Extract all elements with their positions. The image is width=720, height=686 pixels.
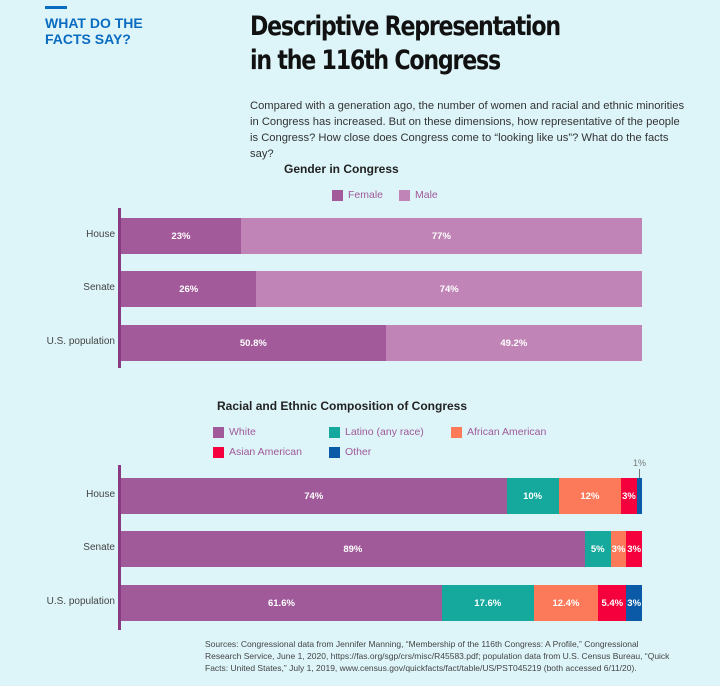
bar-segment: 3% (626, 585, 642, 621)
data-label: 3% (627, 597, 642, 609)
bar-segment: 89% (121, 531, 585, 567)
legend-label: Other (345, 446, 372, 458)
legend-swatch (451, 426, 462, 438)
legend-label: African American (467, 426, 547, 438)
data-label: 5% (590, 543, 605, 555)
data-label: 74% (304, 490, 324, 502)
bar-segment: 23% (121, 218, 241, 254)
legend-item: Female (332, 189, 383, 201)
category-label: House (86, 489, 115, 500)
bar-segment: 49.2% (385, 325, 642, 361)
kicker-rule (45, 6, 67, 9)
y-axis-line (118, 208, 121, 368)
data-label: 61.6% (267, 597, 295, 609)
legend-label: White (229, 426, 256, 438)
bar-segment: 17.6% (441, 585, 534, 621)
legend-swatch (213, 426, 224, 438)
data-label: 12% (580, 490, 600, 502)
data-label: 74% (439, 283, 459, 295)
category-label: Senate (83, 282, 115, 293)
data-label: 12.4% (552, 597, 580, 609)
bar-segment: 50.8% (121, 325, 386, 361)
title-line-1: Descriptive Representation (250, 11, 561, 42)
legend-swatch (213, 446, 224, 458)
page-title: Descriptive Representation in the 116th … (250, 10, 561, 78)
data-label: 49.2% (500, 337, 528, 349)
gender-chart-title: Gender in Congress (284, 162, 399, 176)
bar-segment: 5.4% (598, 585, 627, 621)
category-label: U.S. population (46, 596, 115, 607)
intro-text: Compared with a generation ago, the numb… (250, 100, 685, 160)
annotation-leader (639, 469, 640, 478)
legend-label: Male (415, 189, 438, 201)
legend-item: African American (451, 426, 546, 438)
data-label: 3% (622, 490, 636, 502)
legend-label: Female (348, 189, 384, 201)
kicker: WHAT DO THE FACTS SAY? (45, 15, 143, 47)
data-label: 5.4% (601, 597, 624, 609)
bar-segment: 3% (626, 531, 642, 567)
data-label: 17.6% (474, 597, 502, 609)
bar-segment: 12.4% (533, 585, 599, 621)
title-line-2: in the 116th Congress (250, 45, 501, 76)
legend-swatch (329, 426, 340, 438)
bar-segment: 61.6% (121, 585, 442, 621)
legend-swatch (399, 189, 410, 201)
legend-item: Asian American (213, 446, 302, 458)
legend-swatch (329, 446, 340, 458)
bar-segment: 74% (256, 271, 642, 307)
legend-item: Male (399, 189, 438, 201)
race-chart-title: Racial and Ethnic Composition of Congres… (217, 399, 468, 413)
data-label: 50.8% (239, 337, 267, 349)
legend-label: Latino (any race) (345, 426, 424, 438)
bar-segment: 26% (121, 271, 257, 307)
y-axis-line (118, 465, 121, 630)
legend-label: Asian American (229, 446, 302, 458)
legend-swatch (332, 189, 343, 201)
sources: Sources: Congressional data from Jennife… (205, 639, 670, 673)
bar-segment: 12% (558, 478, 622, 514)
data-label: 10% (523, 490, 543, 502)
annotation-label: 1% (633, 458, 647, 468)
legend-item: White (213, 426, 256, 438)
legend-item: Latino (any race) (329, 426, 424, 438)
bar-segment: 77% (240, 218, 642, 254)
bar-segment: 5% (584, 531, 611, 567)
data-label: 26% (179, 283, 199, 295)
bar-segment: 3% (610, 531, 627, 567)
data-label: 89% (343, 543, 363, 555)
data-label: 3% (627, 543, 642, 555)
category-label: U.S. population (46, 336, 115, 347)
legend-item: Other (329, 446, 371, 458)
bar-segment (636, 478, 642, 514)
bar-segment: 10% (506, 478, 559, 514)
category-label: House (86, 229, 115, 240)
category-label: Senate (83, 542, 115, 553)
data-label: 77% (431, 230, 451, 242)
bar-segment: 3% (621, 478, 637, 514)
bar-segment: 74% (121, 478, 507, 514)
data-label: 23% (171, 230, 191, 242)
data-label: 3% (611, 543, 626, 555)
